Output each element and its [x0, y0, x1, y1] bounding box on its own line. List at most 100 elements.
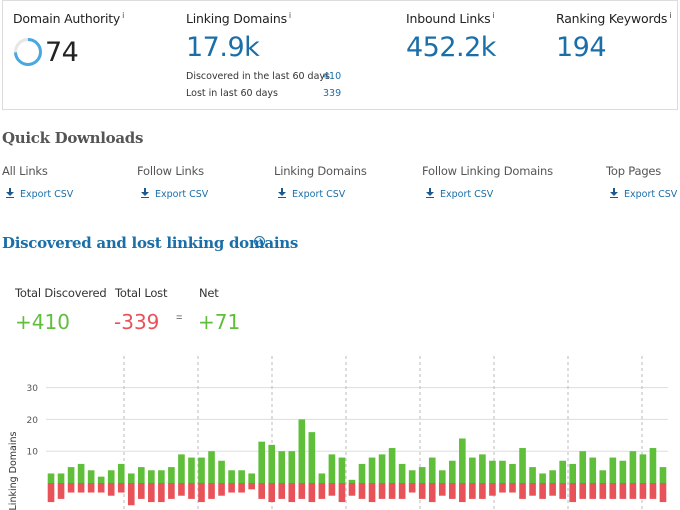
total-lost-label: Total Lost	[115, 286, 168, 300]
export-csv-link[interactable]: Export CSV	[426, 188, 493, 200]
lost-bar	[137, 483, 145, 499]
lost-bar	[378, 483, 386, 499]
discovered-bar	[288, 451, 296, 483]
lost-bar	[599, 483, 607, 499]
discovered-bar	[278, 451, 286, 483]
lost-bar	[308, 483, 316, 503]
discovered-bar	[258, 441, 266, 483]
discovered-bar	[298, 419, 306, 483]
lost-bar	[589, 483, 597, 499]
lost-bar	[418, 483, 426, 499]
download-icon	[610, 188, 618, 198]
discovered-bar	[67, 467, 75, 483]
net-value: +71	[198, 310, 241, 334]
download-label: All Links	[2, 164, 48, 178]
discovered-row: Discovered in the last 60 days 410	[186, 71, 341, 82]
y-tick-label: 30	[27, 384, 39, 394]
discovered-bar	[368, 457, 376, 483]
discovered-bar	[639, 454, 647, 483]
lost-bar	[228, 483, 235, 493]
lost-bar	[579, 483, 587, 499]
lost-bar	[107, 483, 115, 496]
metric-linking-domains: Linking Domains i 17.9k Discovered in the…	[186, 11, 341, 99]
discovered-bar	[428, 457, 436, 483]
lost-bar	[218, 483, 225, 496]
domain-authority-ring-icon	[14, 38, 42, 66]
lost-bar	[539, 483, 546, 499]
download-follow-links: Follow Links Export CSV	[137, 164, 208, 200]
discovered-bar	[248, 473, 255, 483]
lost-bar	[328, 483, 336, 496]
metric-inbound-links: Inbound Links i 452.2k	[406, 11, 496, 63]
export-csv-link[interactable]: Export CSV	[278, 188, 345, 200]
lost-bar	[67, 483, 75, 493]
download-label: Top Pages	[606, 164, 662, 178]
total-discovered-value: +410	[15, 310, 70, 334]
discovered-bar	[338, 457, 346, 483]
metric-title: Domain Authority	[13, 11, 121, 27]
domain-authority-value: 74	[45, 37, 79, 68]
discovered-bar	[238, 470, 245, 483]
lost-bar	[489, 483, 496, 496]
export-csv-link[interactable]: Export CSV	[6, 188, 73, 200]
discovered-bar	[158, 470, 165, 483]
lost-bar	[479, 483, 486, 499]
download-follow-linking-domains: Follow Linking Domains Export CSV	[422, 164, 553, 200]
lost-value[interactable]: 339	[323, 88, 342, 99]
discovered-bar	[188, 457, 195, 483]
download-linking-domains: Linking Domains Export CSV	[274, 164, 367, 200]
metric-title: Linking Domains	[186, 11, 287, 27]
export-csv-link[interactable]: Export CSV	[141, 188, 208, 200]
info-icon[interactable]: i	[492, 11, 495, 20]
export-csv-link[interactable]: Export CSV	[610, 188, 677, 200]
discovered-bar	[117, 463, 125, 483]
help-circle-icon[interactable]	[254, 236, 265, 247]
discovered-bar	[137, 467, 145, 483]
total-discovered-label: Total Discovered	[15, 286, 107, 300]
info-icon[interactable]: i	[122, 11, 125, 20]
discovered-bar	[609, 457, 617, 483]
lost-bar	[258, 483, 266, 499]
lost-bar	[459, 483, 466, 503]
y-tick-label: 10	[27, 448, 39, 458]
discovered-bar	[448, 460, 456, 483]
lost-bar	[639, 483, 647, 499]
lost-bar	[87, 483, 95, 493]
download-label: Linking Domains	[274, 164, 367, 178]
discovered-bar	[358, 463, 366, 483]
discovered-bar	[649, 448, 657, 483]
lost-bar	[148, 483, 155, 503]
lost-bar	[158, 483, 165, 503]
info-icon[interactable]: i	[669, 11, 672, 20]
discovered-lost-title: Discovered and lost linking domains	[2, 234, 298, 252]
lost-bar	[278, 483, 286, 499]
metric-title: Ranking Keywords	[556, 11, 668, 27]
discovered-bar	[629, 451, 637, 483]
lost-bar	[649, 483, 657, 499]
discovered-bar	[318, 473, 326, 483]
discovered-bar	[268, 444, 276, 483]
lost-bar	[57, 483, 65, 499]
lost-bar	[408, 483, 416, 493]
discovered-bar	[599, 470, 607, 483]
discovered-value[interactable]: 410	[323, 71, 342, 82]
discovered-bar	[228, 470, 235, 483]
lost-label: Lost in last 60 days	[186, 88, 278, 99]
lost-bar	[448, 483, 456, 499]
lost-bar	[569, 483, 577, 503]
discovered-bar	[328, 454, 336, 483]
discovered-bar	[489, 460, 496, 483]
lost-bar	[77, 483, 85, 493]
discovered-bar	[459, 438, 466, 483]
discovered-bar	[659, 467, 667, 483]
discovered-label: Discovered in the last 60 days	[186, 71, 330, 82]
net-label: Net	[199, 286, 219, 300]
discovered-bar	[519, 448, 526, 483]
lost-bar	[127, 483, 135, 506]
lost-bar	[178, 483, 185, 496]
lost-bar	[318, 483, 326, 499]
ranking-keywords-value: 194	[556, 32, 607, 64]
info-icon[interactable]: i	[288, 11, 291, 20]
lost-bar	[358, 483, 366, 499]
discovered-bar	[509, 463, 516, 483]
